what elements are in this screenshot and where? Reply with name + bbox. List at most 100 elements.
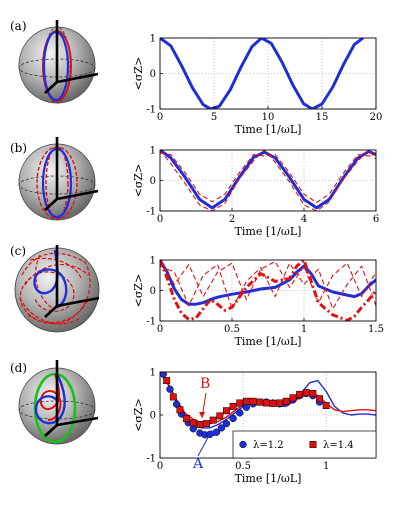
data-point-3-3 (183, 414, 191, 422)
x-tick-label: 10 (262, 112, 275, 123)
legend-label: λ=1.2 (253, 440, 284, 451)
y-tick-label: -1 (146, 454, 156, 465)
data-point-3-11 (236, 399, 244, 407)
annotation-arrowhead (199, 412, 205, 418)
panel-label-d: (d) (10, 361, 27, 375)
data-point-3-14 (256, 398, 264, 406)
bloch-sphere-b (18, 137, 99, 221)
annotation-label: A (192, 456, 204, 472)
axis-x (44, 424, 58, 437)
trajectory-blue (34, 373, 66, 425)
x-tick-label: 4 (301, 214, 307, 225)
panel-label-b: (b) (10, 141, 27, 155)
x-axis-label: Time [1/ωL] (235, 335, 302, 348)
legend-label: λ=1.4 (323, 440, 354, 451)
data-point-2-13 (236, 409, 244, 417)
axis-x (44, 305, 58, 318)
data-point-3-6 (203, 420, 210, 428)
axis-x (44, 81, 58, 94)
y-tick-label: 1 (150, 146, 156, 157)
axis-y (56, 72, 99, 84)
x-tick-label: 1.5 (368, 324, 384, 335)
series-line-1 (160, 150, 376, 211)
x-tick-label: 15 (316, 112, 329, 123)
x-tick-label: 20 (370, 112, 383, 123)
x-axis-label: Time [1/ωL] (235, 472, 302, 485)
x-tick-label: 0.5 (224, 324, 240, 335)
y-tick-label: -1 (146, 317, 156, 328)
data-point-3-15 (262, 399, 270, 407)
x-axis-label: Time [1/ωL] (235, 123, 302, 136)
panel-label-c: (c) (10, 244, 26, 258)
data-point-3-10 (229, 402, 237, 410)
bloch-sphere-c (14, 245, 100, 333)
data-point-3-9 (223, 407, 230, 415)
x-tick-label: 1 (301, 324, 307, 335)
y-axis-label: <σZ> (132, 57, 145, 91)
data-point-3-2 (176, 406, 184, 414)
x-tick-label: 0 (157, 461, 163, 472)
data-point-3-12 (242, 397, 250, 405)
data-point-3-21 (302, 389, 310, 397)
data-point-3-20 (296, 390, 304, 398)
data-point-2-10 (217, 424, 226, 432)
y-axis-label: <σZ> (132, 398, 145, 432)
annotation-arrowhead (209, 430, 215, 436)
data-point-2-1 (166, 385, 174, 393)
bloch-sphere-a (18, 20, 99, 104)
y-tick-label: 0 (150, 69, 156, 80)
plot-area (160, 372, 376, 439)
data-point-2-5 (189, 425, 197, 433)
data-point-3-7 (209, 416, 217, 424)
y-tick-label: 1 (150, 34, 156, 45)
series-line-3 (160, 262, 376, 310)
x-tick-label: 5 (211, 112, 217, 123)
data-point-3-16 (269, 399, 277, 407)
legend-box (232, 430, 377, 459)
trajectory-red (45, 146, 69, 220)
trajectory-red (19, 254, 89, 325)
y-tick-label: -1 (146, 105, 156, 116)
axis-y (56, 296, 100, 308)
axis-y (56, 416, 99, 427)
data-point-3-4 (189, 419, 197, 427)
annotation-arrow (197, 429, 213, 457)
y-tick-label: 0 (150, 286, 156, 297)
x-tick-label: 1 (323, 461, 329, 472)
x-tick-label: 0.5 (235, 461, 251, 472)
data-point-3-19 (289, 394, 297, 402)
x-tick-label: 0 (157, 112, 163, 123)
y-tick-label: 1 (150, 368, 156, 379)
data-point-3-8 (216, 412, 224, 420)
series-line-2 (160, 152, 376, 204)
y-axis-label: <σZ> (132, 164, 145, 198)
panel-label-a: (a) (10, 19, 27, 33)
annotation-label: B (200, 376, 210, 392)
series-line-1 (160, 260, 376, 321)
data-point-3-5 (196, 421, 204, 428)
y-tick-label: 0 (150, 411, 156, 422)
data-point-3-1 (169, 393, 177, 401)
data-point-3-0 (163, 377, 171, 385)
data-point-3-18 (282, 397, 290, 405)
x-tick-label: 0 (157, 324, 163, 335)
y-tick-label: -1 (146, 207, 156, 218)
data-point-2-12 (229, 414, 237, 423)
legend-marker-square (309, 441, 317, 448)
y-tick-label: 0 (150, 176, 156, 187)
series-line-0 (160, 150, 376, 210)
data-point-2-11 (222, 419, 231, 428)
y-tick-label: 1 (150, 256, 156, 267)
axis-y (56, 189, 99, 201)
y-axis-label: <σZ> (132, 274, 145, 308)
data-point-3-17 (276, 399, 284, 407)
plot-area (160, 150, 376, 211)
